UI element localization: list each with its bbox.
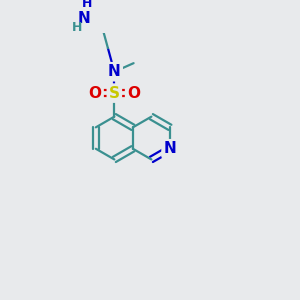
Text: O: O: [127, 85, 140, 100]
Text: N: N: [78, 11, 91, 26]
Text: H: H: [72, 21, 82, 34]
Text: S: S: [109, 85, 120, 100]
Text: O: O: [88, 85, 102, 100]
Text: N: N: [164, 141, 176, 156]
Text: N: N: [108, 64, 121, 79]
Text: H: H: [82, 0, 92, 10]
